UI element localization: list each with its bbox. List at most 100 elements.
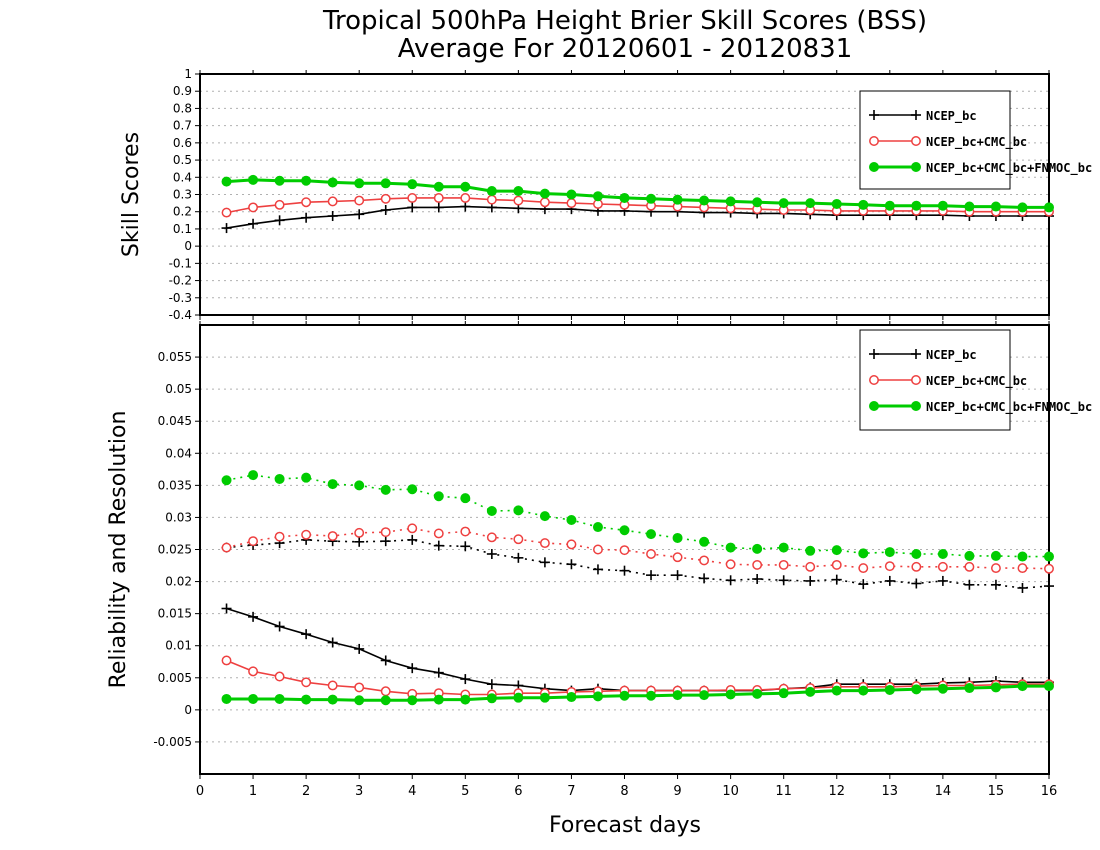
circle-marker [937,561,948,572]
plus-marker [672,570,683,581]
circle-marker [990,563,1001,574]
dot-marker [1017,202,1028,213]
series-ncep-bc-cmc-bc [221,655,1054,700]
dot-marker [911,162,921,172]
dot-marker [380,178,391,189]
plus-marker [301,212,312,223]
plus-marker [592,564,603,575]
y-tick-label: -0.2 [169,274,192,288]
circle-marker [248,536,259,547]
plus-marker [380,655,391,666]
dot-marker [248,693,259,704]
y-tick-label: 0.015 [158,607,192,621]
circle-marker [274,531,285,542]
dot-marker [380,484,391,495]
legend: NCEP_bc NCEP_bc+CMC_bc NCEP_bc+CMC_bc+FNMO… [859,90,1092,190]
dot-marker [884,684,895,695]
dot-marker [937,683,948,694]
dot-marker [646,193,657,204]
dot-marker [327,694,338,705]
dot-marker [301,175,312,186]
dot-marker [911,200,922,211]
series-ncep-bc [221,603,1054,696]
circle-marker [327,531,338,541]
chart-title-line2: Average For 20120601 - 20120831 [398,34,853,64]
dot-marker [778,688,789,699]
dot-marker [221,176,232,187]
dot-marker [380,695,391,706]
legend-label: NCEP_bc+CMC_bc+FNMOC_bc [926,400,1092,415]
legend-item: NCEP_bc+CMC_bc+FNMOC_bc [869,400,1092,415]
dot-marker [911,548,922,559]
dot-marker [725,542,736,553]
plus-marker [407,534,418,545]
dot-marker [592,522,603,533]
y-tick-label: 0.055 [158,350,192,364]
y-tick-label: 0.2 [173,205,192,219]
dot-marker [990,201,1001,212]
y-tick-label: 0.04 [165,446,192,460]
plus-marker [433,540,444,551]
circle-marker [593,544,603,555]
plus-marker [327,637,338,648]
series-line [226,205,1049,229]
y-tick-label: 0.8 [173,101,192,115]
y-tick-label: 0.1 [173,222,192,236]
circle-marker [327,680,338,691]
dot-marker [221,475,232,486]
y-tick-label: 0.9 [173,84,192,98]
circle-marker [327,196,338,207]
dot-marker [619,192,630,203]
y-tick-label: 0 [184,239,192,253]
plus-marker [407,663,418,674]
circle-marker [221,655,232,666]
plus-marker [911,578,922,589]
skill-scores-panel: 1 0.9 0.8 0.7 0.6 0.5 0.4 0.3 0.2 0.1 0 -0.1 -0.2 -0.… [119,67,1092,322]
plus-marker [911,349,921,359]
legend-item: NCEP_bc [869,109,977,124]
circle-marker [513,534,524,545]
plus-marker [539,557,550,568]
plus-marker [248,218,259,229]
plus-marker [221,223,232,234]
series-ncep-bc-cmc-bc [221,192,1054,218]
circle-marker [566,198,577,209]
dot-marker [699,195,710,206]
legend: NCEP_bc NCEP_bc+CMC_bc NCEP_bc+CMC_bc+FNMO… [859,329,1092,431]
circle-marker [248,666,259,677]
plus-marker [911,110,921,120]
series-dotted-circle [221,523,1054,574]
plus-marker [513,552,524,563]
dot-marker [486,693,497,704]
legend-label: NCEP_bc+CMC_bc [926,135,1027,150]
legend-item: NCEP_bc+CMC_bc [869,135,1027,150]
circle-marker [407,523,418,534]
circle-marker [911,375,921,385]
plus-marker [486,548,497,559]
circle-marker [619,545,630,556]
dot-marker [884,547,895,558]
plot-frame [199,73,1050,316]
circle-marker [460,526,471,537]
circle-marker [274,671,285,682]
circle-marker [221,207,232,218]
dot-marker [301,472,312,483]
dot-marker [725,689,736,700]
y-tick-label: -0.005 [153,735,192,749]
circle-marker [221,542,232,553]
dot-marker [699,536,710,547]
plus-marker [869,110,879,120]
dot-marker [407,695,418,706]
dot-marker [805,198,816,209]
dot-marker [831,685,842,696]
circle-marker [778,559,789,570]
circle-marker [248,202,259,213]
circle-marker [539,538,550,549]
dot-marker [513,505,524,516]
x-tick-label: 6 [514,784,522,799]
plus-marker [1017,582,1028,593]
dot-marker [937,548,948,559]
plus-marker [869,349,879,359]
y-tick-label: 0.4 [173,170,192,184]
